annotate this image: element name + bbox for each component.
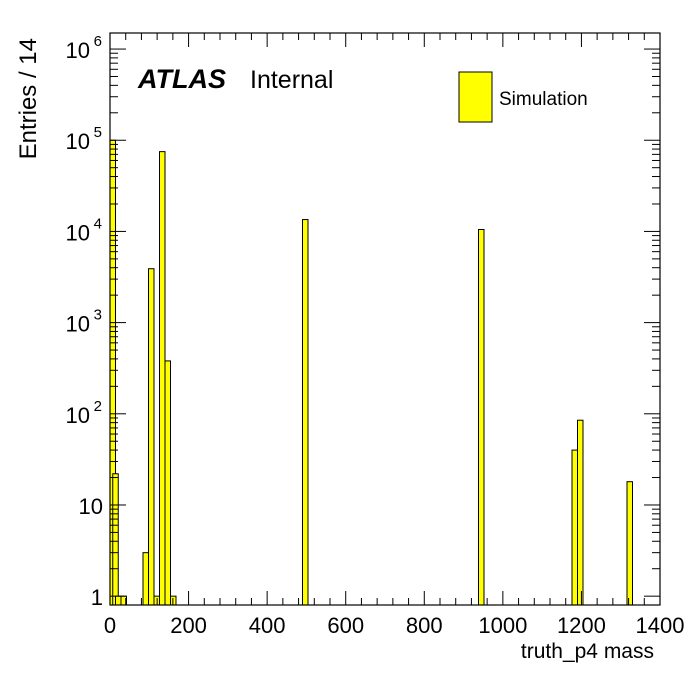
y-tick-label: 10 <box>66 312 90 337</box>
histogram-bar <box>571 449 578 606</box>
histogram-bar <box>112 473 119 606</box>
y-tick-label: 10 <box>66 38 90 63</box>
y-tick-label: 10 <box>66 129 90 154</box>
internal-label: Internal <box>250 66 333 94</box>
y-tick-exponent: 5 <box>94 124 102 141</box>
y-tick-label: 10 <box>66 220 90 245</box>
x-tick-label: 400 <box>249 613 286 638</box>
legend-swatch <box>458 71 493 123</box>
legend-entry-label: Simulation <box>499 89 588 110</box>
y-tick-exponent: 6 <box>94 33 102 50</box>
x-axis-title: truth_p4 mass <box>521 640 654 663</box>
x-tick-label: 1200 <box>557 613 606 638</box>
x-tick-label: 600 <box>327 613 364 638</box>
x-tick-label: 800 <box>406 613 443 638</box>
atlas-label: ATLAS <box>137 64 226 94</box>
y-axis-title: Entries / 14 <box>15 38 42 159</box>
x-tick-label: 1000 <box>478 613 527 638</box>
histogram-bar <box>142 552 149 606</box>
histogram-bar <box>302 219 309 606</box>
y-tick-label: 10 <box>79 494 103 519</box>
y-tick-label: 1 <box>91 585 103 610</box>
histogram-bar <box>164 360 171 606</box>
histogram-bar <box>159 151 166 606</box>
x-tick-label: 200 <box>170 613 207 638</box>
ticks-layer <box>109 33 661 605</box>
bars-layer <box>109 139 633 606</box>
y-tick-exponent: 2 <box>94 398 102 415</box>
y-tick-exponent: 3 <box>94 307 102 324</box>
histogram-bar <box>115 595 122 606</box>
x-tick-label: 0 <box>104 613 116 638</box>
y-tick-exponent: 4 <box>94 215 102 232</box>
histogram-bar <box>478 228 485 606</box>
histogram-bar <box>148 268 155 606</box>
histogram-bar <box>626 481 633 606</box>
histogram-bar <box>577 419 584 606</box>
plot-frame <box>109 32 661 606</box>
y-tick-label: 10 <box>66 403 90 428</box>
x-tick-label: 1400 <box>636 613 685 638</box>
